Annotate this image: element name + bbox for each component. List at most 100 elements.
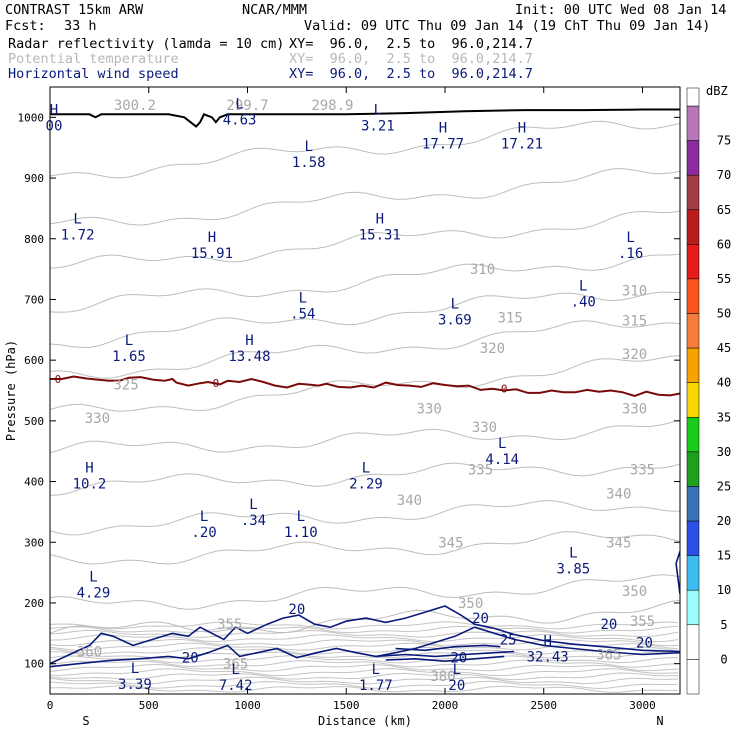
theta-contour	[50, 253, 680, 313]
theta-contour	[50, 663, 679, 672]
colorbar-tick-label: 15	[717, 549, 731, 563]
theta-label: 315	[622, 314, 647, 330]
extremum-type: L	[579, 278, 587, 294]
theta-contour	[50, 646, 679, 656]
colorbar-tick-label: 20	[717, 514, 731, 528]
colorbar-swatch	[686, 174, 700, 211]
extremum-type: L	[73, 212, 81, 228]
extremum-value: 3.21	[361, 118, 395, 134]
theta-contour	[50, 633, 679, 643]
y-tick-label: 700	[24, 293, 44, 306]
theta-contour	[50, 638, 679, 647]
axes: 0 500 1000 1500 2000 2500 30001002003004005006…	[4, 86, 681, 728]
field-reflectivity-name: Radar reflectivity (lamda = 10 cm)	[8, 36, 285, 52]
theta-label: 345	[438, 535, 463, 551]
init-time: Init: 00 UTC Wed 08 Jan 14	[515, 2, 727, 18]
south-label: S	[82, 714, 89, 728]
colorbar-tick-label: 60	[717, 237, 731, 251]
x-tick-label: 3000	[629, 699, 656, 712]
extremum-value: 00	[46, 118, 63, 134]
theta-contour	[50, 531, 680, 565]
colorbar-swatch	[686, 624, 700, 660]
extremum-type: L	[498, 436, 506, 452]
extremum-type: L	[231, 662, 239, 678]
theta-contour	[50, 621, 679, 630]
colorbar-tick-label: 70	[717, 168, 731, 182]
x-tick-label: 1000	[234, 699, 261, 712]
theta-contour	[50, 419, 680, 454]
extremum-value: 20	[448, 678, 465, 694]
colorbar-swatch	[686, 589, 700, 626]
y-tick-label: 100	[24, 658, 44, 671]
field-wind-xy: XY= 96.0, 2.5 to 96.0,214.7	[289, 66, 533, 82]
extremum-type: L	[304, 139, 312, 155]
wind-contour	[395, 644, 501, 652]
theta-label: 380	[430, 669, 455, 685]
colorbar-tick-label: 25	[717, 480, 731, 494]
wind-label: 20	[182, 651, 199, 667]
theta-contour	[50, 668, 679, 677]
plot-background	[50, 87, 680, 694]
theta-contour	[50, 680, 679, 689]
colorbar-tick-label: 30	[717, 445, 731, 459]
extremum-type: H	[518, 121, 526, 137]
freezing-level-label: 0	[501, 383, 508, 396]
theta-label: 320	[480, 341, 505, 357]
theta-contour	[50, 629, 679, 638]
theta-label: 360	[77, 645, 102, 661]
colorbar-tick-label: 45	[717, 341, 731, 355]
theta-label: 365	[223, 657, 248, 673]
theta-contour	[50, 500, 680, 536]
field-theta-name: Potential temperature	[8, 51, 179, 67]
x-tick-label: 2500	[530, 699, 557, 712]
theta-label: 320	[622, 347, 647, 363]
extremum-value: 10.2	[73, 476, 107, 492]
theta-label: 330	[417, 402, 442, 418]
colorbar-tick-label: 0	[720, 652, 727, 666]
freezing-line	[50, 375, 680, 398]
extremum-value: 1.72	[61, 228, 95, 244]
extremum-type: H	[376, 212, 384, 228]
colorbar-tick-label: 5	[720, 618, 727, 632]
colorbar-tick-label: 55	[717, 272, 731, 286]
wind-label: 20	[288, 602, 305, 618]
terrain-line	[50, 108, 680, 128]
theta-contour	[50, 655, 679, 664]
extremum-value: 3.85	[556, 561, 590, 577]
theta-contour	[50, 659, 679, 668]
colorbar-unit: dBZ	[706, 84, 728, 98]
colorbar-swatch	[686, 140, 700, 176]
wind-contour	[675, 551, 680, 594]
colorbar-tick-label: 50	[717, 307, 731, 321]
theta-contour	[50, 168, 680, 226]
extremum-value: .34	[241, 513, 266, 529]
theta-contour	[50, 599, 680, 634]
theta-label: 365	[596, 648, 621, 664]
theta-label: 355	[630, 614, 655, 630]
y-tick-label: 400	[24, 476, 44, 489]
x-tick-label: 2000	[432, 699, 459, 712]
theta-label: 330	[622, 402, 647, 418]
x-axis-label: Distance (km)	[318, 714, 412, 728]
field-theta-xy: XY= 96.0, 2.5 to 96.0,214.7	[289, 51, 533, 67]
field-wind-name: Horizontal wind speed	[8, 66, 179, 82]
extremum-value: 15.31	[359, 228, 401, 244]
colorbar-swatch	[686, 278, 700, 314]
theta-label: 330	[85, 411, 110, 427]
theta-contour	[50, 120, 680, 179]
freezing-level-label: 0	[213, 377, 220, 390]
extremum-type: H	[245, 333, 253, 349]
wind-label: 20	[472, 611, 489, 627]
field-reflectivity-xy: XY= 96.0, 2.5 to 96.0,214.7	[289, 36, 533, 52]
forecast-label: Fcst:	[5, 18, 46, 34]
y-tick-label: 600	[24, 354, 44, 367]
theta-contour	[50, 672, 679, 681]
extremum-type: H	[208, 230, 216, 246]
extremum-value: 1.77	[359, 678, 393, 694]
extremum-value: 1.58	[292, 155, 326, 171]
theta-contour	[50, 462, 680, 496]
extremum-type: L	[125, 333, 133, 349]
extremum-value: .20	[191, 525, 216, 541]
colorbar-tick-label: 35	[717, 410, 731, 424]
